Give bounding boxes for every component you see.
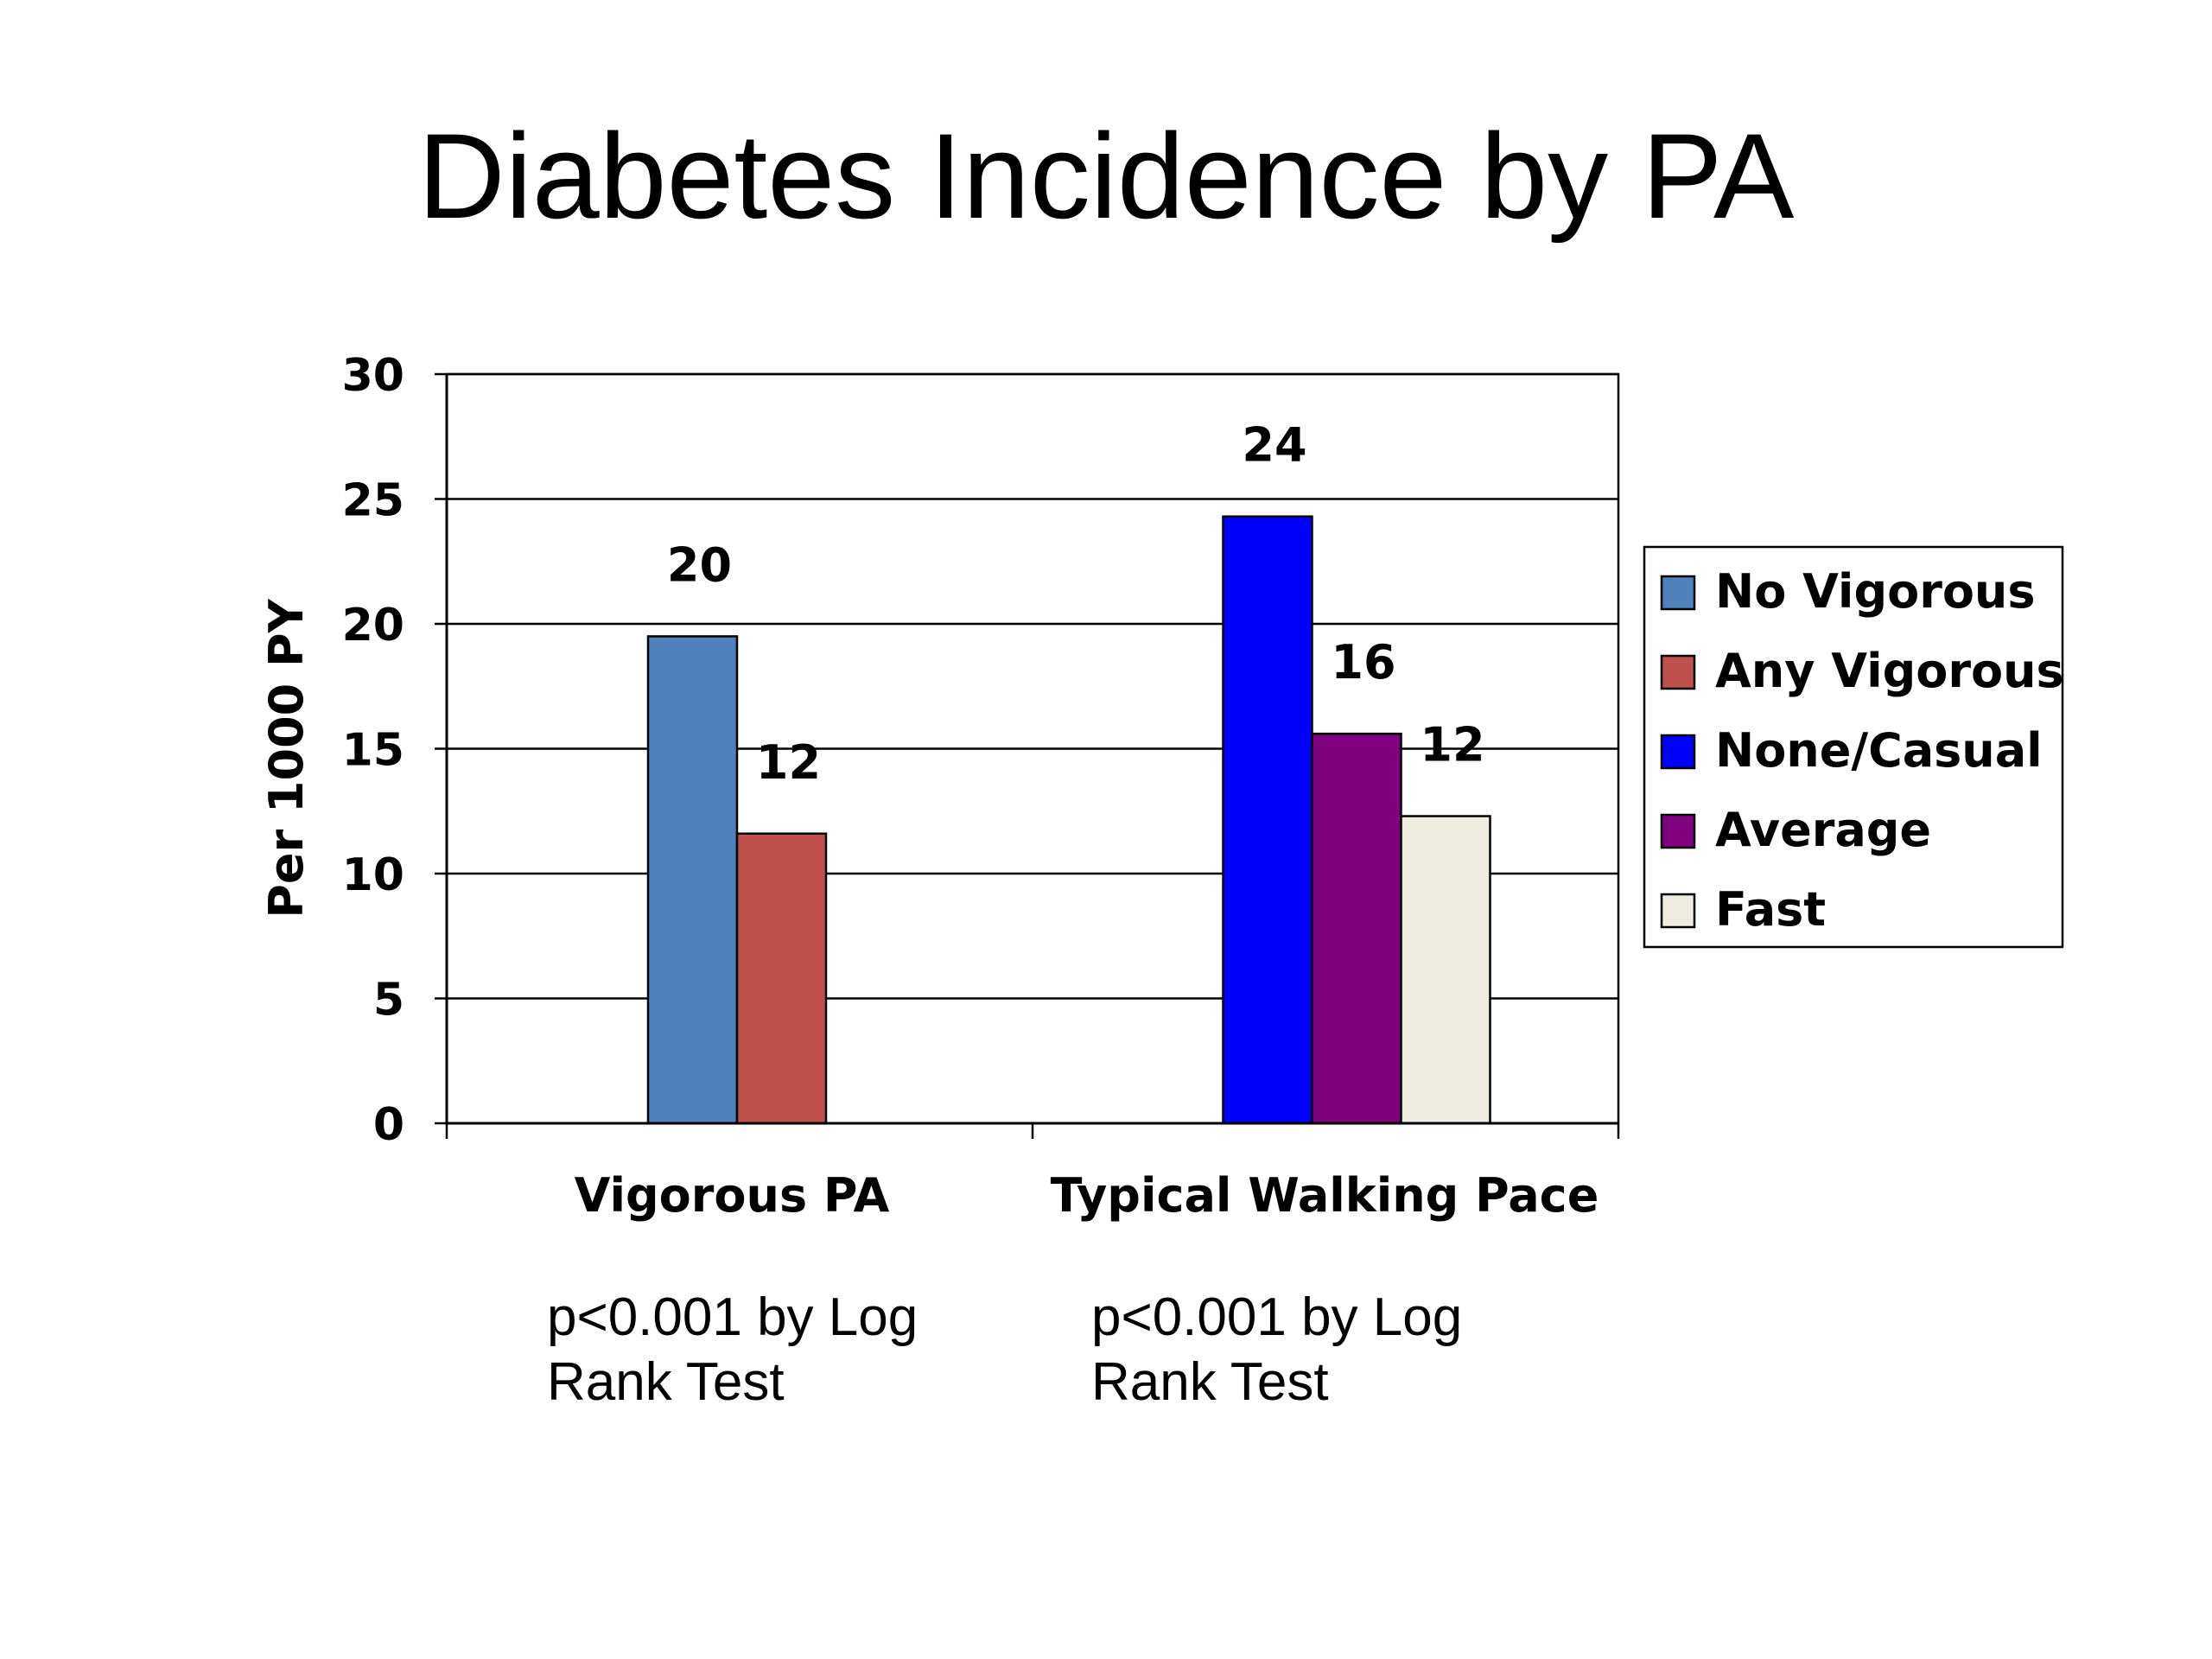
legend-swatch bbox=[1660, 893, 1696, 929]
bar-none-casual bbox=[1222, 515, 1313, 1125]
y-tick-label: 10 bbox=[342, 849, 404, 901]
bar-data-label: 24 bbox=[1242, 418, 1306, 473]
x-category-label: Vigorous PA bbox=[575, 1168, 890, 1223]
bar-data-label: 20 bbox=[667, 537, 732, 592]
note-line: Rank Test bbox=[547, 1352, 785, 1412]
bar-data-label: 16 bbox=[1331, 635, 1395, 690]
y-tick-label: 5 bbox=[373, 975, 404, 1027]
note-line: p<0.001 by Log bbox=[547, 1287, 918, 1347]
legend-swatch bbox=[1660, 734, 1696, 770]
legend-label: None/Casual bbox=[1715, 723, 2043, 778]
x-category-label: Typical Walking Pace bbox=[1051, 1168, 1599, 1223]
bar-fast bbox=[1400, 815, 1491, 1125]
slide-title: Diabetes Incidence by PA bbox=[417, 108, 1795, 244]
legend-box bbox=[1643, 545, 2064, 949]
y-axis-title: Per 1000 PY bbox=[259, 598, 314, 918]
bar-data-label: 12 bbox=[756, 735, 821, 790]
bar-data-label: 12 bbox=[1420, 718, 1484, 772]
p-value-note-vigorous: p<0.001 by Log Rank Test bbox=[547, 1285, 918, 1414]
legend-label: Fast bbox=[1715, 882, 1826, 937]
y-tick-label: 0 bbox=[373, 1099, 404, 1151]
bar-no-vigorous bbox=[646, 635, 739, 1125]
note-line: Rank Test bbox=[1091, 1352, 1329, 1412]
legend-label: Any Vigorous bbox=[1715, 644, 2064, 698]
bar-any-vigorous bbox=[735, 832, 828, 1125]
y-tick-label: 15 bbox=[342, 725, 404, 777]
y-tick-label: 20 bbox=[342, 600, 404, 652]
legend-swatch bbox=[1660, 813, 1696, 849]
bar-average bbox=[1311, 732, 1402, 1125]
legend-swatch bbox=[1660, 654, 1696, 690]
p-value-note-walking: p<0.001 by Log Rank Test bbox=[1091, 1285, 1462, 1414]
y-tick-label: 30 bbox=[342, 350, 404, 402]
legend-swatch bbox=[1660, 575, 1696, 611]
note-line: p<0.001 by Log bbox=[1091, 1287, 1463, 1347]
legend-label: No Vigorous bbox=[1715, 564, 2036, 619]
legend-label: Average bbox=[1715, 803, 1931, 857]
y-tick-label: 25 bbox=[342, 475, 404, 527]
